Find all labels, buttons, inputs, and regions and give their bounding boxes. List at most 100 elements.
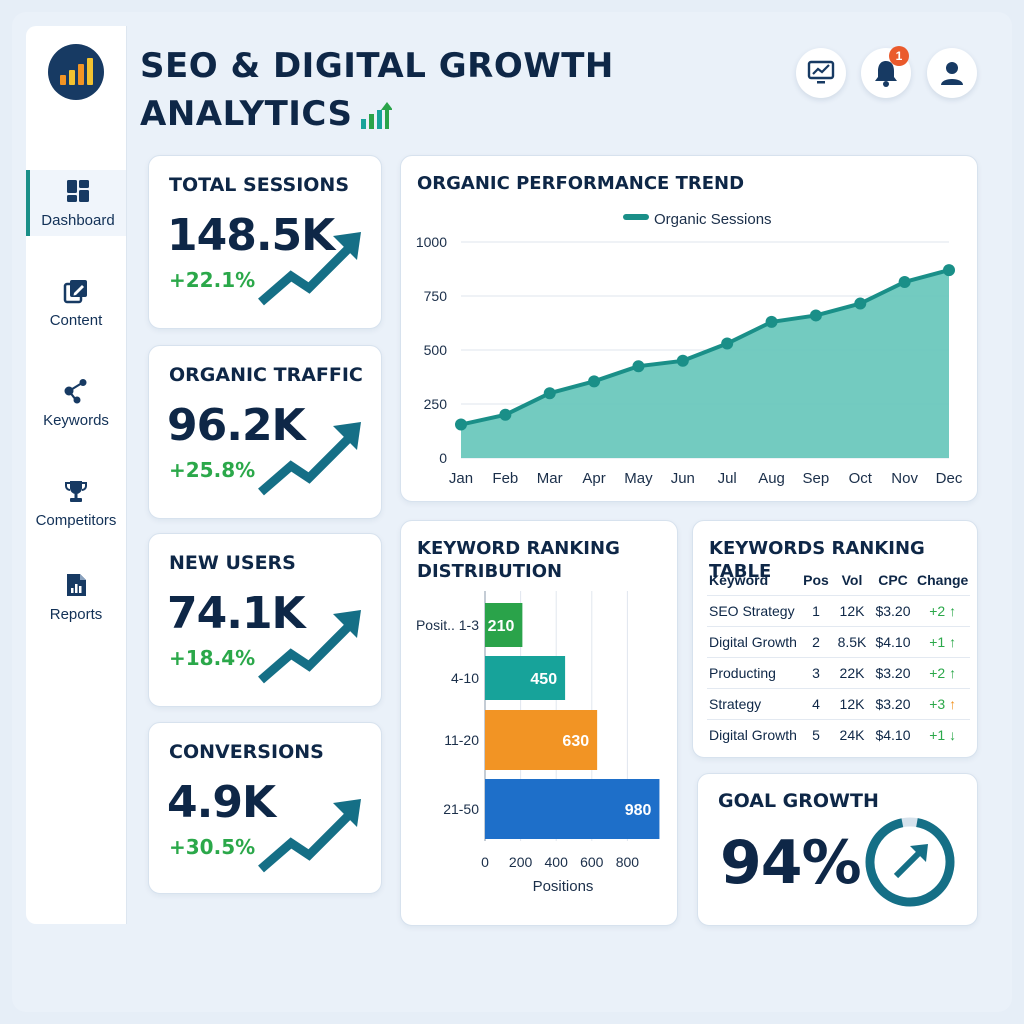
data-point (765, 315, 778, 328)
column-header[interactable]: Vol (841, 571, 863, 588)
bar (485, 603, 523, 647)
x-tick-label: Aug (758, 470, 785, 487)
sidebar-item-content[interactable]: Content (26, 278, 126, 329)
change-cell: +3 ↑ (915, 687, 971, 719)
sidebar-item-competitors[interactable]: Competitors (26, 478, 126, 529)
kpi-card-total-sessions[interactable]: TOTAL SESSIONS 148.5K +22.1% (148, 155, 382, 329)
kpi-delta: +18.4% (169, 646, 256, 670)
sidebar-item-reports[interactable]: Reports (26, 572, 126, 623)
monitor-icon (807, 60, 835, 84)
monitor-button[interactable] (796, 48, 846, 98)
keywords-table-card: KEYWORDS RANKING TABLE Keyword Pos Vol C… (692, 520, 978, 758)
x-tick-label: Mar (537, 470, 563, 487)
goal-value: 94% (720, 828, 862, 898)
notification-badge: 1 (889, 46, 909, 66)
page-title-line1: SEO & DIGITAL GROWTH (140, 46, 614, 86)
page-title: SEO & DIGITAL GROWTH ANALYTICS (140, 42, 614, 138)
table-cell: 4 (799, 687, 833, 719)
table-cell: $3.20 (871, 687, 915, 719)
arrow-up-icon: ↑ (945, 695, 957, 712)
kpi-label: TOTAL SESSIONS (169, 174, 350, 196)
category-label: 11-20 (444, 732, 479, 748)
bar (485, 656, 566, 700)
table-cell: 1 (799, 594, 833, 626)
table-cell: $3.20 (871, 594, 915, 626)
app-logo[interactable] (48, 44, 104, 100)
sidebar-item-label: Content (49, 312, 103, 329)
table-cell: Digital Growth (707, 718, 799, 750)
data-point (809, 309, 822, 322)
bar (485, 779, 660, 839)
trend-up-arrow-icon (258, 422, 361, 496)
table-title: KEYWORDS RANKING TABLE (709, 538, 925, 582)
x-tick-label: Jun (671, 470, 695, 487)
trend-up-arrow-icon (258, 799, 361, 873)
sidebar-item-dashboard[interactable]: Dashboard (26, 170, 126, 236)
table-header-row: Keyword Pos Vol CPC Change (707, 565, 970, 595)
kpi-label: ORGANIC TRAFFIC (169, 364, 363, 386)
table-cell: 12K (833, 687, 871, 719)
table-row[interactable]: Digital Growth 5 24K $4.10 +1 ↓ (707, 718, 971, 750)
kpi-label: CONVERSIONS (169, 741, 324, 763)
table-cell: 5 (799, 718, 833, 750)
y-tick-label: 750 (424, 288, 448, 304)
table-cell: Digital Growth (707, 625, 799, 657)
data-point (543, 387, 556, 400)
y-tick-label: 1000 (416, 234, 447, 250)
column-header[interactable]: CPC (878, 571, 908, 588)
table-row[interactable]: Producting 3 22K $3.20 +2 ↑ (707, 656, 971, 688)
goal-arrow-head-icon (910, 844, 928, 862)
keywords-table: Keyword Pos Vol CPC Change SEO Strategy 1… (707, 565, 971, 750)
kpi-delta: +30.5% (169, 835, 256, 859)
sidebar-item-label: Reports (49, 606, 103, 623)
change-value: +2 (929, 602, 946, 619)
chart-title: ORGANIC PERFORMANCE TREND (417, 173, 745, 194)
x-tick-label: Oct (849, 470, 873, 487)
notifications-button[interactable]: 1 (861, 46, 911, 98)
column-header[interactable]: Change (917, 571, 969, 588)
change-value: +2 (929, 664, 946, 681)
y-tick-label: 500 (424, 342, 448, 358)
bar-value-label: 210 (488, 618, 515, 635)
table-row[interactable]: Digital Growth 2 8.5K $4.10 +1 ↑ (707, 625, 971, 657)
table-cell: 3 (799, 656, 833, 688)
x-tick-label: Sep (803, 470, 830, 487)
bar-value-label: 450 (530, 671, 557, 688)
kpi-card-conversions[interactable]: CONVERSIONS 4.9K +30.5% (148, 722, 382, 894)
profile-button[interactable] (927, 48, 977, 98)
trend-up-arrow-icon (258, 232, 361, 306)
change-value: +1 (929, 726, 946, 743)
x-tick-label: Dec (936, 470, 963, 487)
data-point (499, 408, 512, 421)
x-tick-label: Nov (891, 470, 918, 487)
chart-title: KEYWORD RANKING DISTRIBUTION (417, 538, 620, 582)
change-cell: +1 ↓ (915, 718, 971, 750)
dashboard-icon (67, 180, 89, 202)
kpi-card-new-users[interactable]: NEW USERS 74.1K +18.4% (148, 533, 382, 707)
table-row[interactable]: SEO Strategy 1 12K $3.20 +2 ↑ (707, 594, 971, 626)
area-fill (461, 270, 949, 458)
column-header[interactable]: Keyword (709, 571, 769, 588)
data-point (854, 297, 867, 310)
kpi-card-organic-traffic[interactable]: ORGANIC TRAFFIC 96.2K +25.8% (148, 345, 382, 519)
kpi-value: 4.9K (167, 777, 276, 828)
trophy-icon (65, 481, 87, 502)
x-tick-label: May (624, 470, 653, 487)
ranking-distribution-chart: 0 200 400 600 800 210 Posit.. 1-3 450 4-10 630 11-… (416, 591, 660, 895)
series-line (460, 268, 950, 427)
sidebar-item-keywords[interactable]: Keywords (26, 378, 126, 429)
trend-up-arrow-icon (258, 610, 361, 684)
kpi-value: 148.5K (167, 210, 335, 261)
table-row[interactable]: Strategy 4 12K $3.20 +3 ↑ (707, 687, 971, 719)
y-tick-label: 250 (424, 396, 448, 412)
change-cell: +2 ↑ (915, 594, 971, 626)
x-tick-label: Apr (582, 470, 605, 487)
table-cell: 12K (833, 594, 871, 626)
bar-value-label: 980 (625, 802, 652, 819)
change-cell: +1 ↑ (915, 625, 971, 657)
x-tick-label: Jan (449, 470, 473, 487)
data-point (455, 418, 467, 431)
kpi-value: 96.2K (167, 400, 306, 451)
column-header[interactable]: Pos (803, 571, 829, 588)
table-cell: Strategy (707, 687, 799, 719)
